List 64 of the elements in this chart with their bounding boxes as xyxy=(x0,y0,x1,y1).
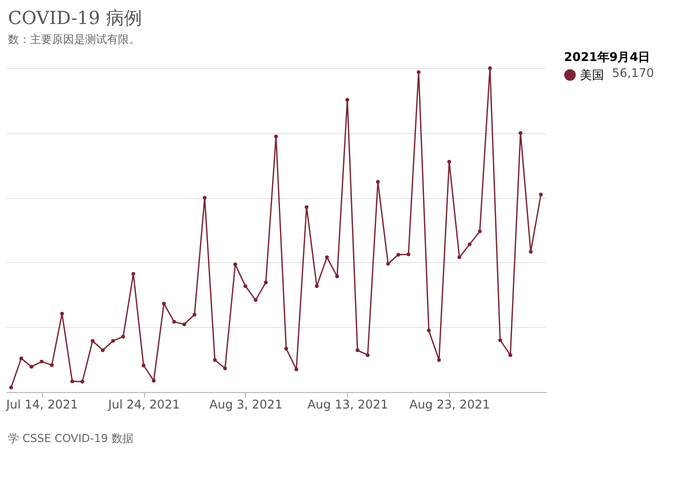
point xyxy=(182,322,186,326)
point xyxy=(406,252,410,256)
point xyxy=(192,312,196,316)
point xyxy=(437,358,441,362)
point xyxy=(304,205,308,209)
text: 56,170 xyxy=(612,66,654,80)
point xyxy=(162,302,166,306)
point xyxy=(131,272,136,276)
point xyxy=(356,348,360,352)
x-tick-label: Aug 23, 2021 xyxy=(409,398,490,412)
point xyxy=(426,328,431,332)
point xyxy=(60,312,64,316)
point xyxy=(416,70,421,74)
point xyxy=(458,255,462,260)
point xyxy=(142,364,146,368)
legend-label: 美国 xyxy=(580,68,604,82)
chart-title: COVID-19 病例 xyxy=(8,7,143,30)
point xyxy=(447,160,452,164)
point xyxy=(202,196,207,200)
point xyxy=(498,338,502,342)
point xyxy=(80,380,84,384)
text: 学 CSSE COVID-19 数据 xyxy=(8,431,134,446)
legend-title: 2021年9月4日 xyxy=(564,50,650,64)
point xyxy=(121,334,126,338)
point xyxy=(528,250,533,254)
point xyxy=(30,364,34,369)
point xyxy=(508,353,512,357)
point xyxy=(50,363,54,367)
point xyxy=(254,298,258,302)
point xyxy=(223,366,227,370)
point xyxy=(284,346,288,350)
point xyxy=(366,353,370,357)
point xyxy=(294,367,298,372)
x-tick-label: Jul 14, 2021 xyxy=(5,398,78,412)
point xyxy=(345,98,350,102)
x-tick-label: Jul 24, 2021 xyxy=(107,398,180,412)
point xyxy=(152,378,156,383)
point xyxy=(233,262,238,266)
point xyxy=(19,356,24,360)
point xyxy=(335,274,340,278)
point xyxy=(478,230,482,234)
point xyxy=(396,252,400,257)
chart-subtitle: 数：主要原因是测试有限。 xyxy=(8,32,141,47)
point xyxy=(518,131,522,135)
point xyxy=(274,134,278,138)
point xyxy=(70,379,74,384)
point xyxy=(264,280,268,284)
point xyxy=(172,320,176,324)
point xyxy=(9,386,13,390)
x-tick-label: Aug 13, 2021 xyxy=(307,398,388,412)
point xyxy=(212,358,217,362)
point xyxy=(325,255,329,260)
point xyxy=(386,262,390,266)
point xyxy=(314,284,319,288)
point xyxy=(488,66,492,70)
point xyxy=(111,338,115,343)
point xyxy=(90,338,94,343)
point xyxy=(40,360,44,364)
point xyxy=(376,180,380,184)
x-tick-label: Aug 3, 2021 xyxy=(209,398,282,412)
point xyxy=(468,242,472,246)
point xyxy=(244,284,248,288)
point xyxy=(100,348,105,352)
point xyxy=(539,192,543,196)
